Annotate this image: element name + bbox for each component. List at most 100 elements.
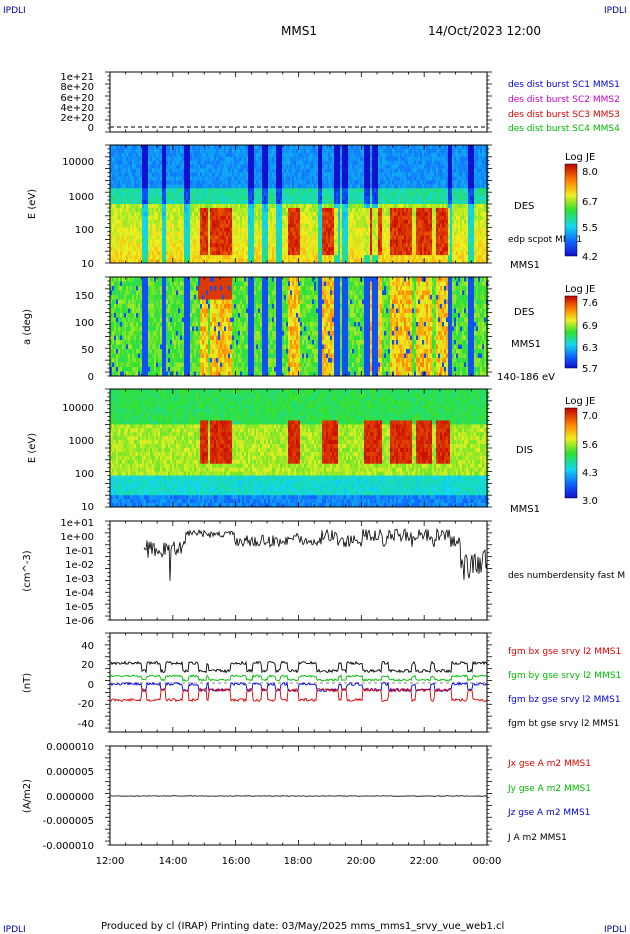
spectrogram-cell bbox=[242, 180, 245, 185]
spectrogram-cell bbox=[412, 255, 415, 260]
spectrogram-cell bbox=[296, 152, 299, 158]
spectrogram-cell bbox=[338, 172, 341, 177]
spectrogram-cell bbox=[332, 247, 335, 252]
spectrogram-cell bbox=[160, 168, 163, 173]
spectrogram-cell bbox=[240, 172, 243, 177]
spectrogram-cell bbox=[304, 255, 307, 260]
spectrogram-cell bbox=[436, 148, 439, 154]
spectrogram-cell bbox=[136, 227, 139, 232]
spectrogram-cell bbox=[310, 172, 313, 177]
spectrogram-cell bbox=[158, 235, 161, 240]
spectrogram-cell bbox=[366, 188, 369, 193]
spectrogram-cell bbox=[440, 215, 443, 221]
spectrogram-cell bbox=[294, 145, 297, 150]
spectrogram-cell bbox=[324, 180, 327, 185]
spectrogram-cell bbox=[410, 152, 413, 158]
spectrogram-cell bbox=[256, 255, 259, 260]
spectrogram-cell bbox=[292, 204, 295, 209]
spectrogram-cell bbox=[356, 231, 359, 236]
spectrogram-cell bbox=[412, 164, 415, 169]
spectrogram-cell bbox=[278, 215, 281, 221]
spectrogram-cell bbox=[390, 168, 393, 173]
spectrogram-cell bbox=[128, 176, 131, 181]
spectrogram-cell bbox=[240, 243, 243, 248]
spectrogram-cell bbox=[362, 204, 365, 209]
spectrogram-cell bbox=[292, 227, 295, 232]
spectrogram-cell bbox=[274, 176, 277, 181]
spectrogram-cell bbox=[406, 204, 409, 209]
spectrogram-cell bbox=[150, 255, 153, 260]
spectrogram-cell bbox=[188, 243, 191, 248]
spectrogram-cell bbox=[372, 184, 375, 189]
spectrogram-cell bbox=[318, 156, 321, 162]
spectrogram-cell bbox=[320, 223, 323, 228]
spectrogram-cell bbox=[242, 160, 245, 165]
spectrogram-cell bbox=[320, 196, 323, 201]
spectrogram-cell bbox=[116, 184, 119, 189]
spectrogram-cell bbox=[262, 227, 265, 232]
spectrogram-cell bbox=[378, 148, 381, 154]
spectrogram-cell bbox=[174, 215, 177, 221]
spectrogram-cell bbox=[172, 231, 175, 236]
spectrogram-cell bbox=[204, 184, 207, 189]
spectrogram-cell bbox=[304, 176, 307, 181]
spectrogram-cell bbox=[300, 172, 303, 177]
spectrogram-cell bbox=[380, 243, 383, 248]
spectrogram-cell bbox=[170, 235, 173, 240]
spectrogram-cell bbox=[320, 204, 323, 209]
spectrogram-cell bbox=[242, 196, 245, 201]
spectrogram-cell bbox=[366, 184, 369, 189]
spectrogram-cell bbox=[142, 148, 145, 154]
spectrogram-cell bbox=[190, 160, 193, 165]
spectrogram-cell bbox=[204, 223, 207, 228]
spectrogram-cell bbox=[410, 168, 413, 173]
spectrogram-cell bbox=[400, 204, 403, 209]
spectrogram-cell bbox=[294, 196, 297, 201]
spectrogram-cell bbox=[420, 243, 423, 248]
spectrogram-cell bbox=[208, 211, 211, 217]
spectrogram-cell bbox=[284, 184, 287, 189]
spectrogram-cell bbox=[174, 251, 177, 256]
spectrogram-cell bbox=[142, 247, 145, 252]
spectrogram-cell bbox=[282, 168, 285, 173]
spectrogram-cell bbox=[324, 172, 327, 177]
spectrogram-cell bbox=[356, 204, 359, 209]
spectrogram-cell bbox=[144, 207, 147, 213]
spectrogram-cell bbox=[246, 164, 249, 169]
spectrogram-cell bbox=[294, 180, 297, 185]
spectrogram-cell bbox=[176, 204, 179, 209]
spectrogram-cell bbox=[258, 188, 261, 193]
spectrogram-cell bbox=[302, 235, 305, 240]
spectrogram-cell bbox=[372, 188, 375, 193]
spectrogram-cell bbox=[318, 235, 321, 240]
spectrogram-cell bbox=[362, 152, 365, 158]
spectrogram-cell bbox=[284, 168, 287, 173]
spectrogram-cell bbox=[304, 160, 307, 165]
spectrogram-cell bbox=[360, 211, 363, 217]
spectrogram-cell bbox=[326, 160, 329, 165]
spectrogram-cell bbox=[264, 176, 267, 181]
spectrogram-cell bbox=[228, 251, 231, 256]
spectrogram-cell bbox=[312, 196, 315, 201]
spectrogram-cell bbox=[136, 148, 139, 154]
spectrogram-cell bbox=[370, 176, 373, 181]
spectrogram-cell bbox=[296, 231, 299, 236]
spectrogram-cell bbox=[184, 227, 187, 232]
spectrogram-cell bbox=[158, 168, 161, 173]
spectrogram-cell bbox=[230, 196, 233, 201]
spectrogram-cell bbox=[394, 200, 397, 205]
spectrogram-cell bbox=[110, 180, 113, 185]
spectrogram-cell bbox=[212, 160, 215, 165]
spectrogram-cell bbox=[306, 152, 309, 158]
spectrogram-cell bbox=[350, 223, 353, 228]
spectrogram-cell bbox=[310, 164, 313, 169]
spectrogram-cell bbox=[214, 148, 217, 154]
spectrogram-cell bbox=[208, 180, 211, 185]
spectrogram-cell bbox=[338, 259, 341, 264]
spectrogram-cell bbox=[186, 223, 189, 228]
spectrogram-cell bbox=[216, 152, 219, 158]
spectrogram-cell bbox=[182, 243, 185, 248]
spectrogram-cell bbox=[396, 223, 399, 228]
spectrogram-cell bbox=[420, 211, 423, 217]
spectrogram-cell bbox=[314, 247, 317, 252]
